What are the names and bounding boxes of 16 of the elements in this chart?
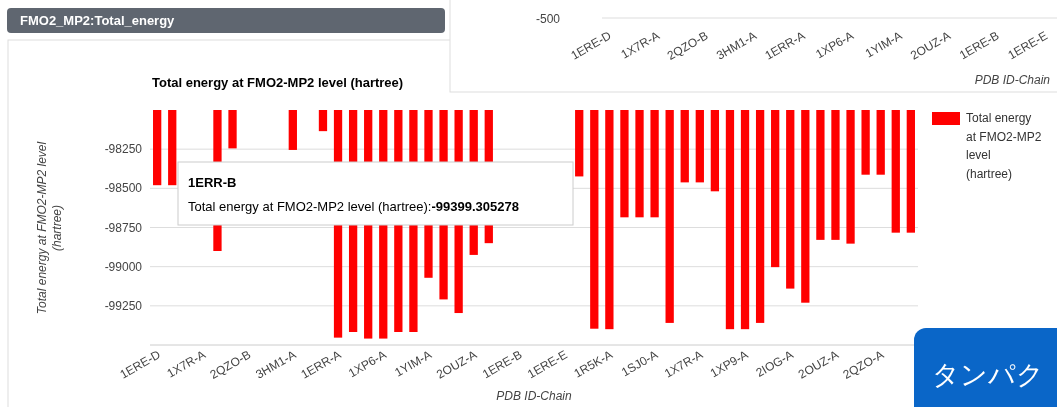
y-tick-label: -98500	[104, 181, 143, 196]
x-axis-title: PDB ID-Chain	[496, 389, 572, 403]
text: FMO2_MP2:Total_energy	[20, 13, 176, 28]
legend-label: Total energy at FMO2-MP2 level (hartree)	[966, 111, 1042, 181]
y-tick-label: -98250	[104, 142, 143, 157]
annotation: 1ERR-B	[188, 175, 237, 190]
annotation: Total energy at FMO2-MP2 level (hartree):-99399.305278	[188, 199, 519, 214]
y-axis-title: Total energy at FMO2-MP2 level (hartree)	[35, 141, 64, 315]
chart-title: Total energy at FMO2-MP2 level (hartree)	[152, 75, 404, 90]
text: タンパク	[932, 359, 1044, 390]
text: -500	[535, 12, 561, 26]
y-tick-label: -98750	[104, 220, 143, 235]
y-tick-label: -99250	[104, 298, 143, 313]
y-tick-label: -99000	[104, 259, 143, 274]
tooltip: 1ERR-B Total energy at FMO2-MP2 level (hartree):-99399.305278	[177, 161, 574, 226]
text: PDB ID-Chain	[974, 73, 1051, 87]
